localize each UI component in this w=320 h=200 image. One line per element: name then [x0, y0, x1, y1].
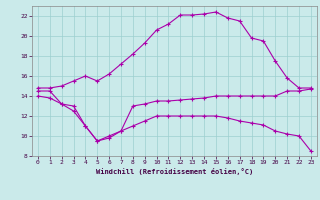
X-axis label: Windchill (Refroidissement éolien,°C): Windchill (Refroidissement éolien,°C) [96, 168, 253, 175]
